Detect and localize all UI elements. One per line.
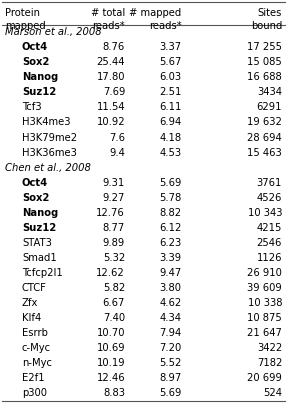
- Text: 6.03: 6.03: [160, 72, 182, 82]
- Text: STAT3: STAT3: [22, 238, 52, 248]
- Text: 26 910: 26 910: [247, 268, 282, 278]
- Text: 21 647: 21 647: [247, 328, 282, 338]
- Text: H3K4me3: H3K4me3: [22, 117, 70, 127]
- Text: Protein
mapped: Protein mapped: [5, 8, 46, 31]
- Text: E2f1: E2f1: [22, 373, 44, 383]
- Text: Sox2: Sox2: [22, 57, 49, 67]
- Text: # total
reads*: # total reads*: [91, 8, 125, 31]
- Text: Nanog: Nanog: [22, 208, 58, 218]
- Text: 3761: 3761: [257, 178, 282, 188]
- Text: c-Myc: c-Myc: [22, 343, 51, 353]
- Text: 9.31: 9.31: [103, 178, 125, 188]
- Text: 12.76: 12.76: [96, 208, 125, 218]
- Text: 17.80: 17.80: [97, 72, 125, 82]
- Text: 4.18: 4.18: [160, 133, 182, 143]
- Text: # mapped
reads*: # mapped reads*: [129, 8, 182, 31]
- Text: 524: 524: [263, 388, 282, 398]
- Text: 7182: 7182: [257, 358, 282, 368]
- Text: 15 085: 15 085: [247, 57, 282, 67]
- Text: 15 463: 15 463: [247, 148, 282, 158]
- Text: 2.51: 2.51: [159, 87, 182, 97]
- Text: 3422: 3422: [257, 343, 282, 353]
- Text: 4215: 4215: [257, 223, 282, 233]
- Text: 39 609: 39 609: [247, 283, 282, 293]
- Text: 6.94: 6.94: [160, 117, 182, 127]
- Text: 8.83: 8.83: [103, 388, 125, 398]
- Text: Chen et al., 2008: Chen et al., 2008: [5, 163, 91, 173]
- Text: 3.37: 3.37: [160, 42, 182, 52]
- Text: 16 688: 16 688: [247, 72, 282, 82]
- Text: p300: p300: [22, 388, 47, 398]
- Text: H3K36me3: H3K36me3: [22, 148, 77, 158]
- Text: 7.94: 7.94: [160, 328, 182, 338]
- Text: 3.39: 3.39: [160, 253, 182, 263]
- Text: 10.70: 10.70: [97, 328, 125, 338]
- Text: 6291: 6291: [257, 102, 282, 112]
- Text: 8.77: 8.77: [103, 223, 125, 233]
- Text: 12.62: 12.62: [96, 268, 125, 278]
- Text: 5.67: 5.67: [159, 57, 182, 67]
- Text: 4.62: 4.62: [160, 298, 182, 308]
- Text: Nanog: Nanog: [22, 72, 58, 82]
- Text: 7.40: 7.40: [103, 313, 125, 323]
- Text: 10 338: 10 338: [248, 298, 282, 308]
- Text: Oct4: Oct4: [22, 178, 48, 188]
- Text: 9.4: 9.4: [109, 148, 125, 158]
- Text: 9.89: 9.89: [103, 238, 125, 248]
- Text: 17 255: 17 255: [247, 42, 282, 52]
- Text: Suz12: Suz12: [22, 87, 56, 97]
- Text: 7.6: 7.6: [109, 133, 125, 143]
- Text: Marson et al., 2008: Marson et al., 2008: [5, 27, 102, 37]
- Text: 10.69: 10.69: [96, 343, 125, 353]
- Text: 5.52: 5.52: [159, 358, 182, 368]
- Text: 8.82: 8.82: [160, 208, 182, 218]
- Text: 7.69: 7.69: [103, 87, 125, 97]
- Text: 6.11: 6.11: [159, 102, 182, 112]
- Text: 3434: 3434: [257, 87, 282, 97]
- Text: Esrrb: Esrrb: [22, 328, 48, 338]
- Text: Sites
bound: Sites bound: [251, 8, 282, 31]
- Text: 1126: 1126: [257, 253, 282, 263]
- Text: 20 699: 20 699: [247, 373, 282, 383]
- Text: 10 343: 10 343: [248, 208, 282, 218]
- Text: Tcf3: Tcf3: [22, 102, 42, 112]
- Text: 12.46: 12.46: [96, 373, 125, 383]
- Text: 8.76: 8.76: [103, 42, 125, 52]
- Text: 25.44: 25.44: [97, 57, 125, 67]
- Text: 5.82: 5.82: [103, 283, 125, 293]
- Text: 4526: 4526: [257, 193, 282, 203]
- Text: Oct4: Oct4: [22, 42, 48, 52]
- Text: 10 875: 10 875: [247, 313, 282, 323]
- Text: 5.78: 5.78: [160, 193, 182, 203]
- Text: n-Myc: n-Myc: [22, 358, 52, 368]
- Text: 4.53: 4.53: [160, 148, 182, 158]
- Text: 6.23: 6.23: [160, 238, 182, 248]
- Text: 7.20: 7.20: [160, 343, 182, 353]
- Text: Tcfcp2l1: Tcfcp2l1: [22, 268, 63, 278]
- Text: H3K79me2: H3K79me2: [22, 133, 77, 143]
- Text: 5.69: 5.69: [159, 388, 182, 398]
- Text: 6.12: 6.12: [159, 223, 182, 233]
- Text: Klf4: Klf4: [22, 313, 41, 323]
- Text: 8.97: 8.97: [160, 373, 182, 383]
- Text: 3.80: 3.80: [160, 283, 182, 293]
- Text: 10.92: 10.92: [96, 117, 125, 127]
- Text: Zfx: Zfx: [22, 298, 38, 308]
- Text: 9.27: 9.27: [103, 193, 125, 203]
- Text: 28 694: 28 694: [247, 133, 282, 143]
- Text: Sox2: Sox2: [22, 193, 49, 203]
- Text: 4.34: 4.34: [160, 313, 182, 323]
- Text: CTCF: CTCF: [22, 283, 47, 293]
- Text: 9.47: 9.47: [160, 268, 182, 278]
- Text: Smad1: Smad1: [22, 253, 57, 263]
- Text: 11.54: 11.54: [96, 102, 125, 112]
- Text: 19 632: 19 632: [247, 117, 282, 127]
- Text: Suz12: Suz12: [22, 223, 56, 233]
- Text: 5.32: 5.32: [103, 253, 125, 263]
- Text: 2546: 2546: [257, 238, 282, 248]
- Text: 10.19: 10.19: [96, 358, 125, 368]
- Text: 5.69: 5.69: [159, 178, 182, 188]
- Text: 6.67: 6.67: [103, 298, 125, 308]
